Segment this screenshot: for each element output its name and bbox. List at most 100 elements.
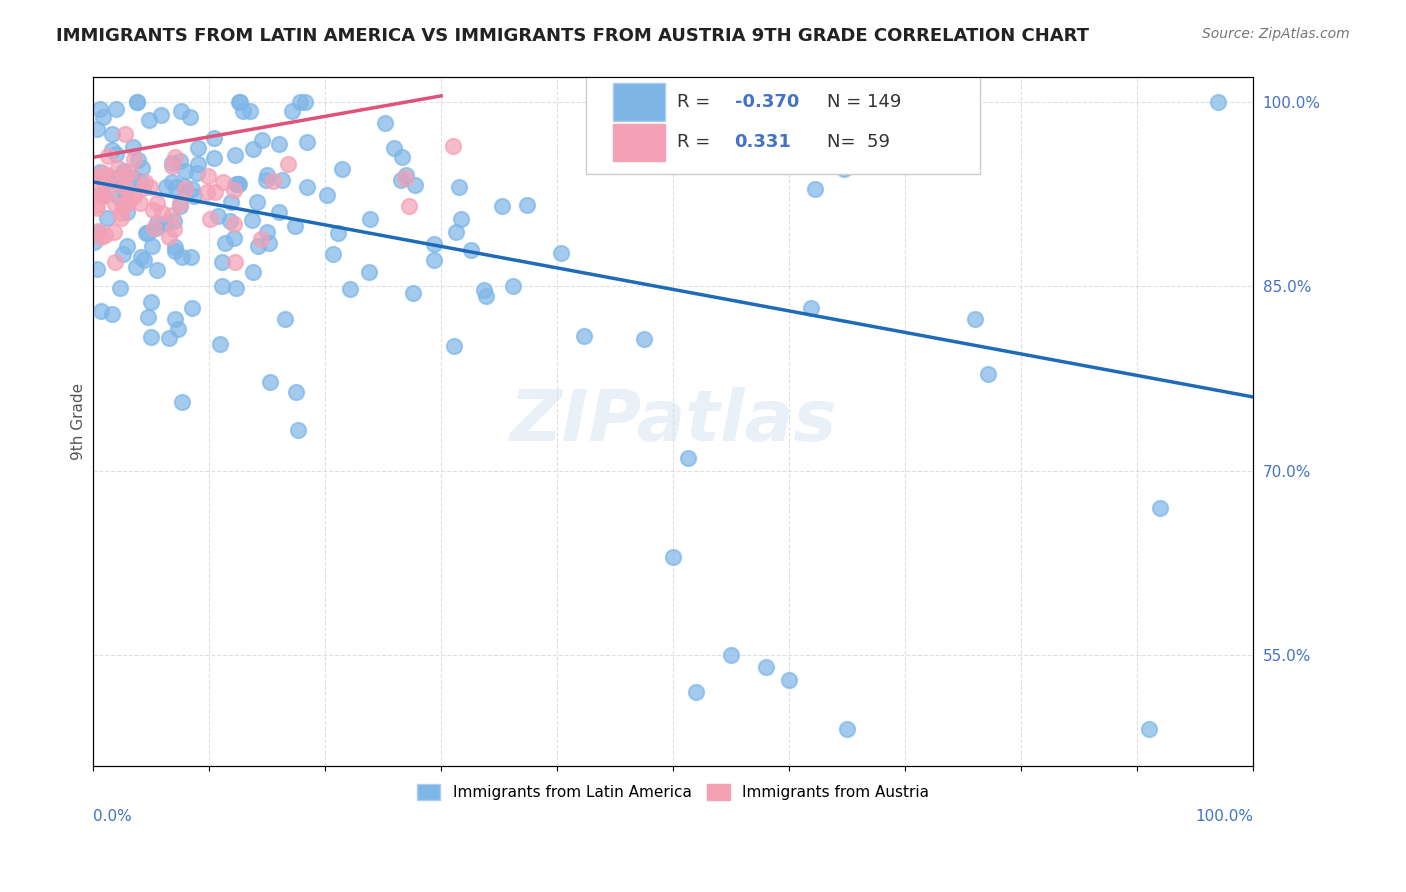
Point (121, 171, 143, 186)
Point (163, 244, 186, 258)
Point (633, 332, 655, 346)
Point (1149, 500, 1171, 515)
Point (202, 151, 225, 165)
Point (676, 451, 699, 466)
Point (247, 239, 270, 253)
Point (105, 146, 128, 161)
Point (232, 104, 254, 119)
Text: 0.0%: 0.0% (93, 808, 132, 823)
Point (250, 133, 273, 147)
Point (441, 138, 464, 153)
Point (134, 253, 156, 268)
Point (136, 226, 159, 240)
Point (180, 250, 202, 264)
Point (157, 230, 180, 244)
Point (224, 148, 246, 162)
Point (256, 168, 278, 182)
Point (118, 165, 141, 179)
Point (172, 250, 194, 264)
Point (101, 174, 124, 188)
Point (977, 368, 1000, 382)
Point (259, 235, 281, 250)
Point (163, 312, 186, 326)
Point (181, 301, 204, 316)
Text: ZIPatlas: ZIPatlas (509, 387, 837, 456)
Point (146, 263, 169, 277)
Point (107, 172, 129, 186)
Point (228, 177, 250, 191)
Point (105, 171, 128, 186)
Point (163, 222, 186, 236)
Point (115, 239, 138, 253)
Point (101, 307, 124, 321)
FancyBboxPatch shape (613, 124, 665, 161)
Point (101, 127, 124, 141)
Point (218, 214, 240, 228)
Text: R =: R = (676, 134, 716, 152)
Point (170, 104, 193, 119)
Point (339, 282, 361, 296)
Point (125, 95, 148, 109)
Point (423, 236, 446, 251)
Point (229, 95, 252, 109)
Point (240, 212, 263, 227)
Point (267, 137, 290, 152)
Point (267, 205, 290, 219)
Point (778, 673, 800, 687)
Point (136, 310, 159, 325)
Point (550, 245, 572, 260)
Point (207, 210, 229, 224)
Point (250, 232, 273, 246)
Point (122, 189, 145, 203)
Text: IMMIGRANTS FROM LATIN AMERICA VS IMMIGRANTS FROM AUSTRIA 9TH GRADE CORRELATION C: IMMIGRANTS FROM LATIN AMERICA VS IMMIGRA… (56, 27, 1090, 45)
Point (259, 376, 281, 390)
Point (963, 311, 986, 326)
Point (225, 281, 247, 295)
Point (328, 226, 350, 240)
Point (186, 166, 208, 180)
Point (224, 183, 246, 197)
Point (391, 150, 413, 164)
Point (108, 190, 131, 204)
Point (150, 206, 173, 220)
Point (187, 141, 209, 155)
Point (270, 173, 292, 187)
Point (84, 198, 107, 212)
Point (183, 188, 205, 202)
Point (1206, 95, 1229, 109)
Point (280, 103, 302, 118)
Point (83, 169, 105, 183)
Point (93, 165, 115, 179)
Point (93, 175, 115, 189)
Point (91, 190, 114, 204)
Point (179, 110, 201, 124)
Point (204, 131, 226, 145)
Text: 0.331: 0.331 (734, 134, 792, 152)
Point (101, 144, 124, 158)
Point (132, 181, 155, 195)
Point (86, 224, 108, 238)
Point (212, 175, 235, 189)
Point (90, 303, 112, 318)
Point (157, 331, 180, 345)
Point (86, 202, 108, 216)
Point (662, 549, 685, 564)
Point (96, 211, 118, 226)
Point (160, 175, 183, 189)
Point (359, 211, 381, 226)
FancyBboxPatch shape (586, 70, 980, 174)
Point (174, 182, 197, 196)
Point (94, 187, 117, 202)
Point (294, 95, 316, 109)
Point (389, 172, 412, 186)
Point (239, 103, 262, 118)
Point (572, 328, 595, 343)
Point (460, 243, 482, 257)
Text: Source: ZipAtlas.com: Source: ZipAtlas.com (1202, 27, 1350, 41)
Point (104, 102, 127, 116)
Point (131, 161, 153, 175)
Point (755, 660, 778, 674)
Point (163, 150, 186, 164)
Point (246, 194, 269, 209)
Point (287, 423, 309, 437)
